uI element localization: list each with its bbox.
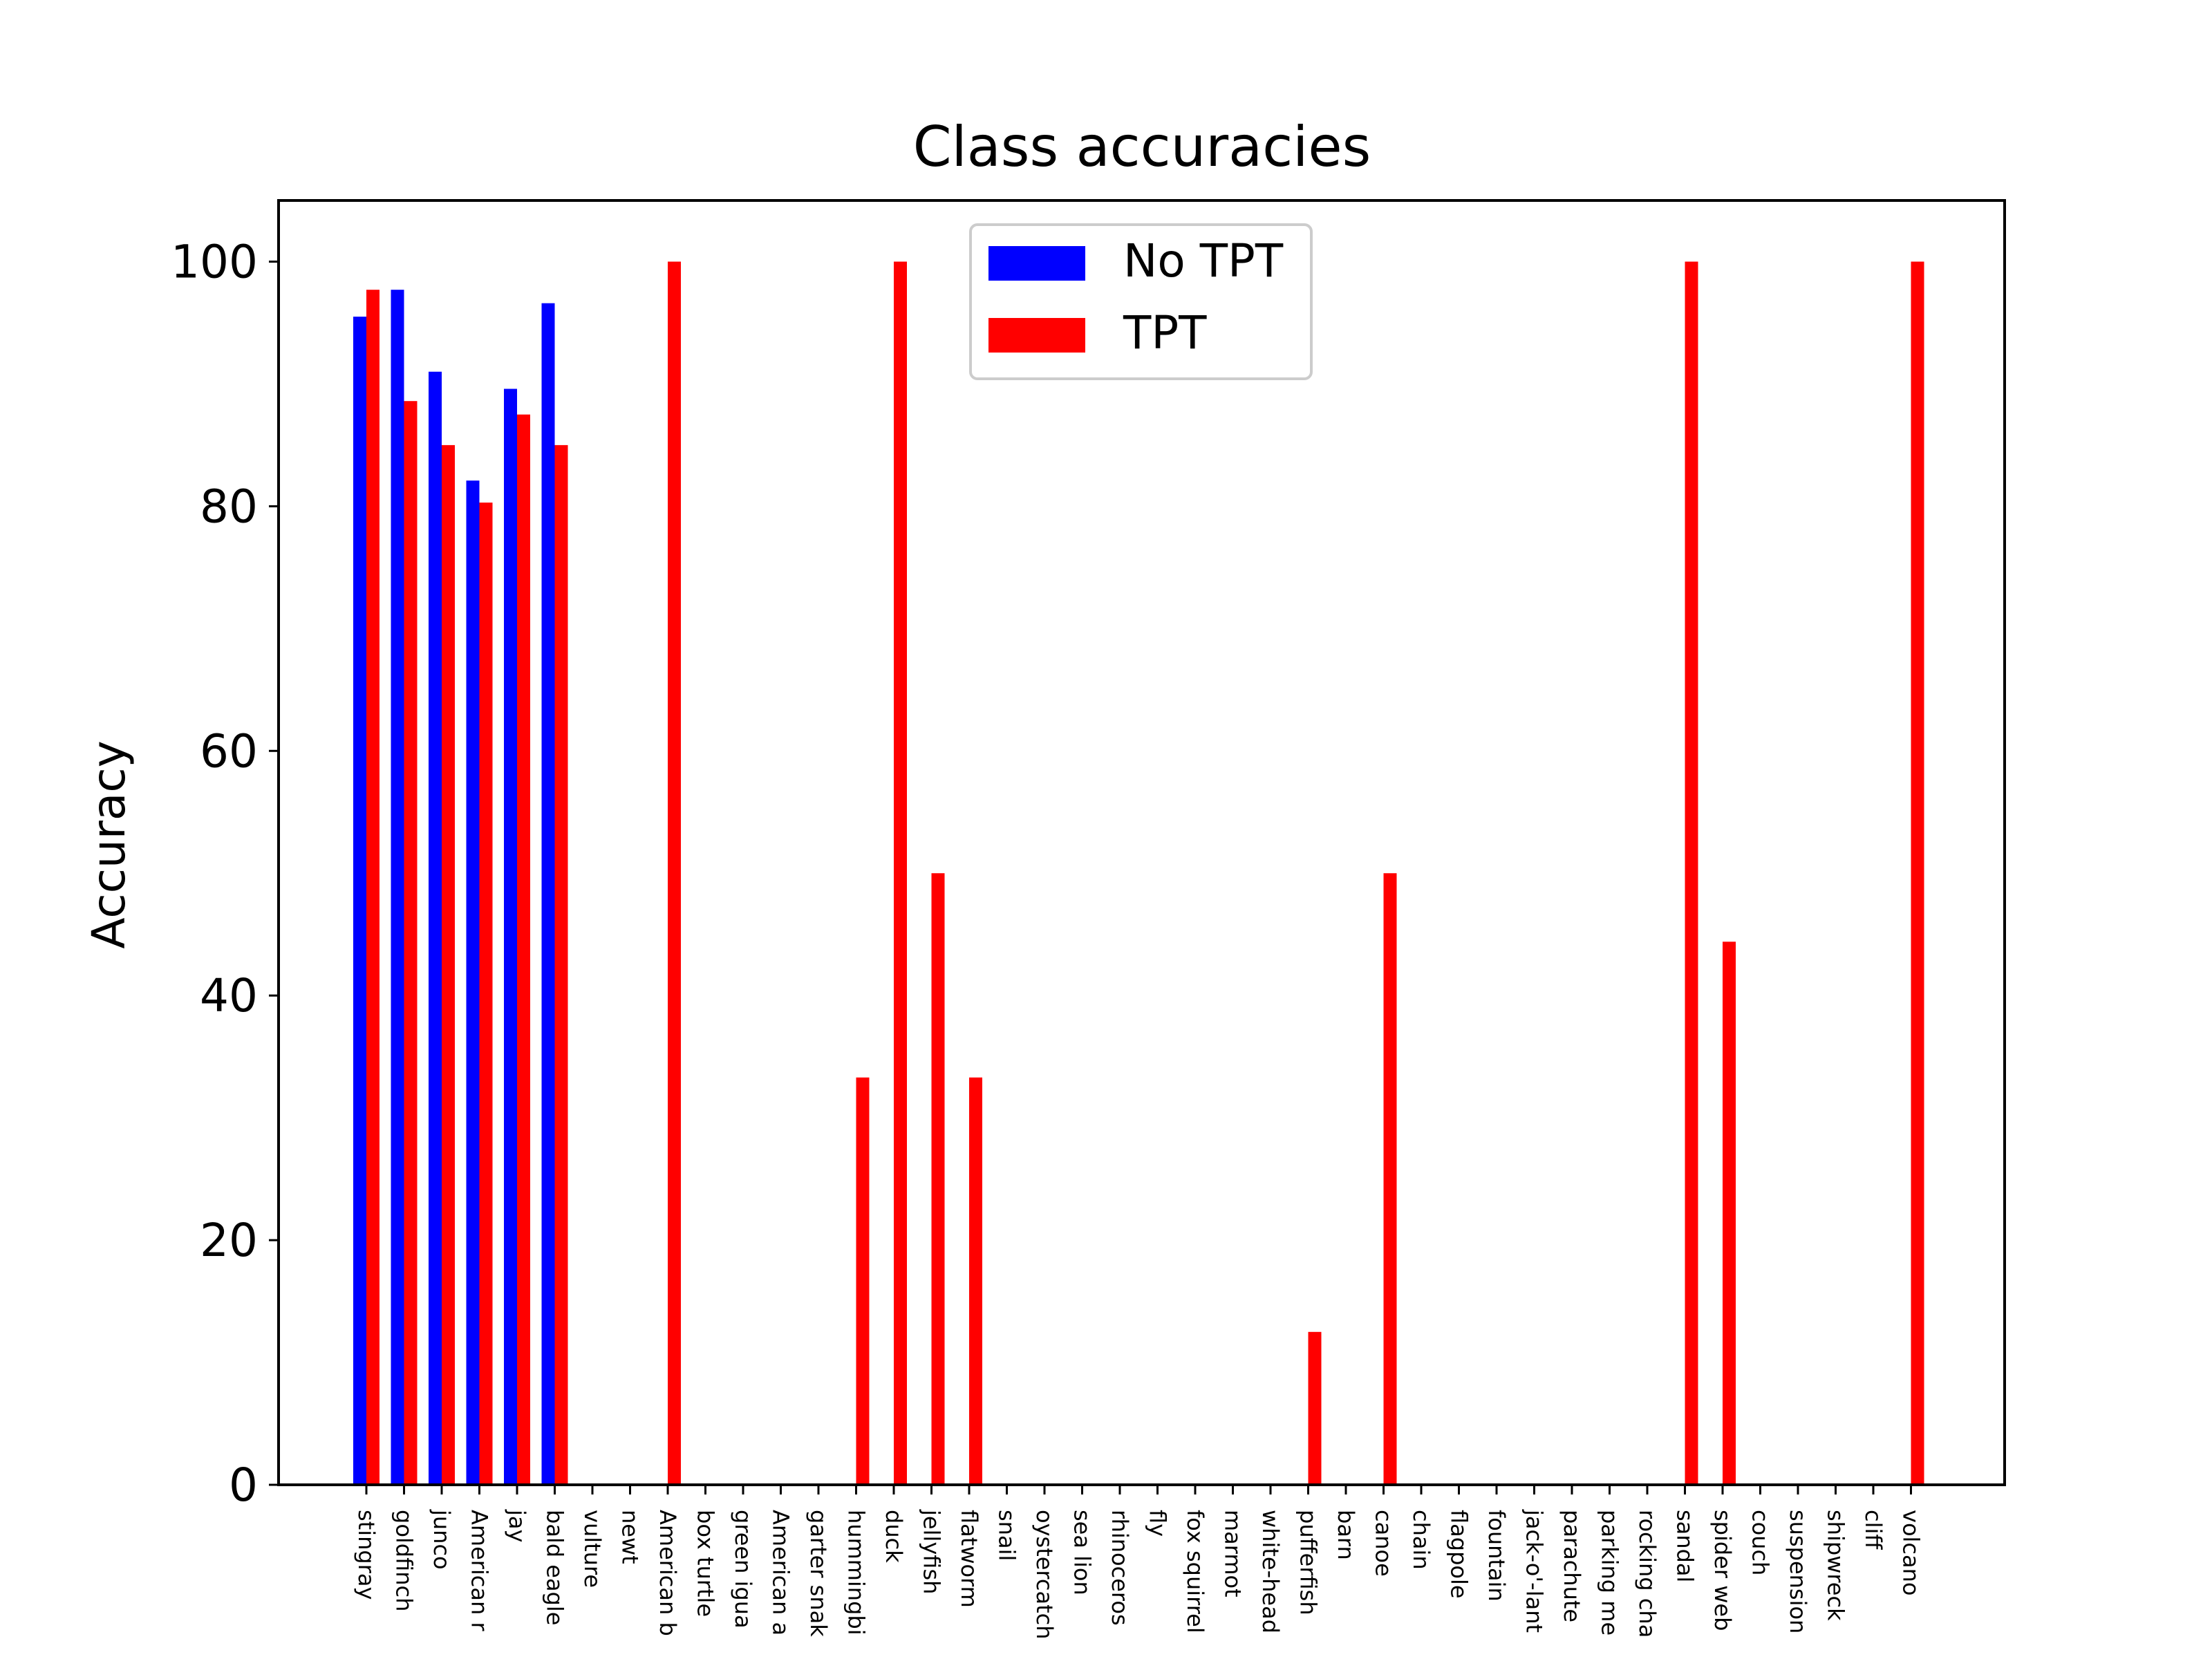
x-tick-label: barn	[1333, 1510, 1359, 1560]
bar-no-tpt-1	[391, 290, 404, 1485]
legend-swatch-no-tpt	[988, 246, 1085, 281]
x-tick-label: box turtle	[693, 1510, 719, 1617]
x-tick-label: pufferfish	[1295, 1510, 1322, 1615]
x-tick-label: bald eagle	[542, 1510, 568, 1625]
bars-layer	[353, 261, 1924, 1485]
x-tick-label: parachute	[1559, 1510, 1585, 1622]
x-tick-label: fly	[1145, 1510, 1171, 1537]
x-tick-label: fox squirrel	[1182, 1510, 1208, 1633]
x-tick-label: stingray	[353, 1510, 379, 1600]
x-tick-label: chain	[1408, 1510, 1434, 1570]
x-tick-label: rhinoceros	[1107, 1510, 1133, 1626]
x-tick-label: shipwreck	[1823, 1510, 1849, 1621]
x-tick-label: goldfinch	[391, 1510, 418, 1611]
bar-tpt-5	[554, 444, 568, 1485]
x-tick-label: couch	[1747, 1510, 1774, 1575]
x-tick-label: rocking cha	[1634, 1510, 1660, 1638]
bar-tpt-15	[931, 873, 945, 1485]
x-tick-label: jack-o'-lant	[1521, 1509, 1548, 1633]
bar-tpt-1	[404, 401, 418, 1485]
x-tick-label: snail	[994, 1510, 1020, 1561]
x-tick-label: sea lion	[1069, 1510, 1096, 1595]
x-tick-label: garter snak	[805, 1510, 832, 1637]
bar-tpt-4	[517, 414, 530, 1485]
x-tick-label: flagpole	[1446, 1510, 1472, 1599]
x-tick-label: canoe	[1371, 1510, 1397, 1577]
x-tick-label: spider web	[1709, 1510, 1736, 1631]
bar-no-tpt-3	[466, 480, 480, 1485]
bar-no-tpt-0	[353, 317, 366, 1485]
bar-tpt-25	[1308, 1331, 1322, 1485]
legend-label-tpt: TPT	[1123, 306, 1207, 359]
bar-tpt-0	[366, 290, 379, 1485]
x-tick-label: suspension	[1785, 1510, 1811, 1633]
bar-no-tpt-5	[541, 303, 555, 1485]
bar-tpt-16	[969, 1077, 982, 1485]
bar-tpt-13	[856, 1077, 870, 1485]
x-tick-label: jay	[504, 1509, 530, 1542]
x-tick-label: fountain	[1483, 1510, 1510, 1602]
x-tick-label: jellyfish	[919, 1509, 945, 1594]
x-tick-label: sandal	[1672, 1510, 1698, 1582]
y-tick-label: 60	[200, 724, 258, 778]
x-tick-label: flatworm	[956, 1510, 982, 1608]
bar-tpt-35	[1685, 261, 1698, 1485]
bar-tpt-3	[479, 503, 493, 1485]
bar-tpt-41	[1911, 261, 1924, 1485]
x-tick-label: American r	[467, 1510, 493, 1631]
x-tick-label: volcano	[1898, 1510, 1924, 1595]
x-tick-label: vulture	[579, 1510, 606, 1588]
bar-tpt-2	[442, 444, 455, 1485]
x-tick-label: parking me	[1597, 1510, 1623, 1635]
x-tick-label: American b	[655, 1510, 681, 1636]
chart-title: Class accuracies	[913, 115, 1371, 179]
bar-no-tpt-4	[504, 388, 517, 1485]
plot-frame	[277, 199, 2006, 1486]
legend-label-no-tpt: No TPT	[1123, 234, 1284, 288]
x-axis-ticks: stingray goldfinch junco American r jay bald …	[353, 1485, 1924, 1640]
legend: No TPT TPT	[969, 223, 1313, 380]
x-tick-label: junco	[429, 1509, 455, 1570]
x-tick-label: cliff	[1860, 1510, 1886, 1550]
x-tick-label: hummingbi	[843, 1510, 870, 1635]
y-tick-label: 20	[200, 1214, 258, 1267]
y-axis-label: Accuracy	[82, 740, 135, 948]
legend-swatch-tpt	[988, 318, 1085, 353]
bar-tpt-27	[1383, 873, 1397, 1485]
y-tick-label: 100	[171, 235, 258, 288]
y-axis-ticks: 0 20 40 60 80 100	[171, 235, 279, 1512]
x-tick-label: oystercatch	[1031, 1510, 1058, 1640]
y-tick-label: 80	[200, 480, 258, 533]
bar-tpt-8	[668, 261, 681, 1485]
y-tick-label: 0	[229, 1459, 258, 1512]
bar-no-tpt-2	[429, 371, 442, 1485]
bar-tpt-14	[894, 261, 907, 1485]
y-tick-label: 40	[200, 969, 258, 1022]
x-tick-label: marmot	[1220, 1510, 1246, 1597]
x-tick-label: white-head	[1257, 1510, 1284, 1633]
x-tick-label: green igua	[730, 1510, 756, 1629]
bar-tpt-36	[1723, 941, 1736, 1485]
x-tick-label: duck	[881, 1510, 907, 1563]
x-tick-label: American a	[768, 1510, 794, 1635]
x-tick-label: newt	[617, 1510, 644, 1564]
